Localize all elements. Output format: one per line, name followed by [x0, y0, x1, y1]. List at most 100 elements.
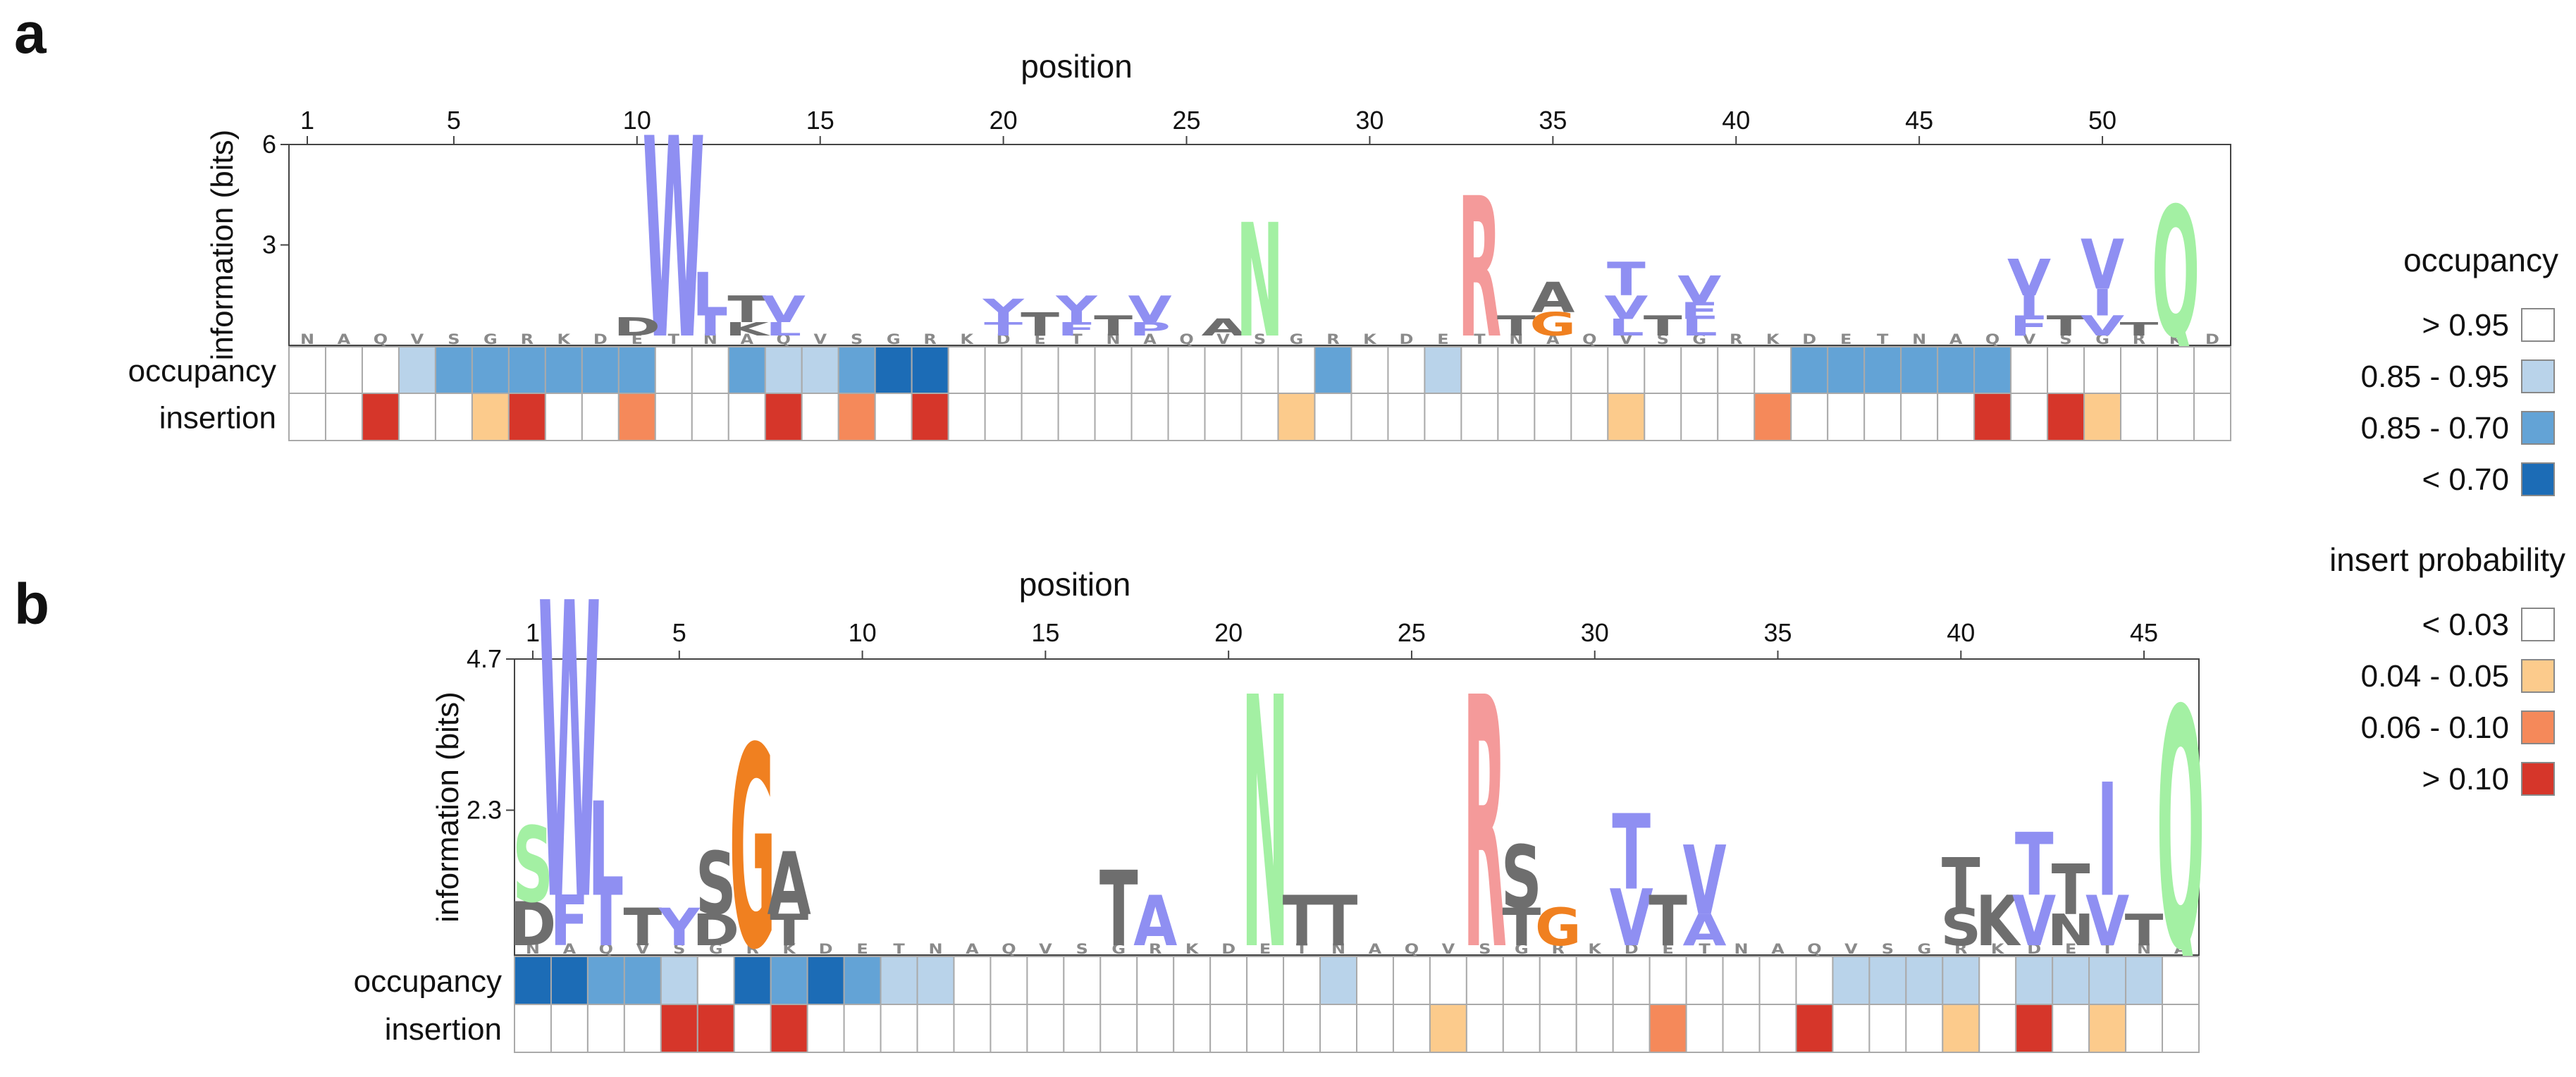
- minor-logo-letter: S: [851, 332, 863, 347]
- insertion-cell: [1648, 1004, 1687, 1053]
- x-tick-label: 5: [672, 618, 686, 647]
- occupancy-cell: [1173, 956, 1212, 1005]
- minor-logo-letter: A: [338, 332, 351, 347]
- minor-logo-letter: N: [1107, 332, 1121, 347]
- insertion-cell: [1900, 393, 1939, 441]
- occupancy-cell: [947, 346, 986, 394]
- occupancy-cell: [1026, 956, 1065, 1005]
- insert-legend-swatch: [2521, 710, 2555, 744]
- logo-letter: P: [1129, 319, 1171, 340]
- insert-legend-swatch: [2521, 608, 2555, 641]
- occupancy-cell: [1204, 346, 1243, 394]
- minor-logo-letter: G: [483, 332, 498, 347]
- minor-logo-letter: N: [1331, 942, 1345, 957]
- logo-letter: A: [1531, 274, 1575, 322]
- logo-letter: T: [1497, 310, 1536, 343]
- legend: occupancy > 0.95 0.85 - 0.95 0.85 - 0.70 < 0…: [2329, 242, 2565, 796]
- insertion-cell: [1680, 393, 1719, 441]
- insertion-cell: [984, 393, 1023, 441]
- minor-logo-letter: N: [300, 332, 314, 347]
- occupancy-cell: [2088, 956, 2127, 1005]
- minor-logo-letter: V: [1039, 942, 1052, 957]
- insertion-cell: [1173, 1004, 1212, 1053]
- minor-logo-letter: G: [887, 332, 901, 347]
- insertion-cell: [1246, 1004, 1285, 1053]
- insertion-cell: [2088, 1004, 2127, 1053]
- y-axis-label: information (bits): [205, 130, 240, 361]
- insertion-cell: [953, 1004, 992, 1053]
- occupancy-cell: [1350, 346, 1389, 394]
- logo-letter: E: [1680, 298, 1719, 325]
- occupancy-cell: [2010, 346, 2049, 394]
- logo-letter: T: [623, 898, 662, 958]
- minor-logo-letter: G: [1515, 942, 1529, 957]
- insert-legend-title: insert probability: [2329, 541, 2565, 578]
- x-tick-label: 1: [300, 106, 314, 135]
- insertion-cell: [1063, 1004, 1102, 1053]
- occupancy-cell: [507, 346, 546, 394]
- minor-logo-letter: T: [1474, 332, 1486, 347]
- x-tick-label: 15: [1031, 618, 1059, 647]
- logo-letter: N: [2047, 905, 2095, 955]
- occupancy-row-label: occupancy: [128, 354, 276, 388]
- insertion-cell: [1685, 1004, 1724, 1053]
- minor-logo-letter: E: [1662, 942, 1673, 957]
- minor-logo-letter: S: [1657, 332, 1669, 347]
- insertion-cell: [727, 393, 766, 441]
- logo-letter: N: [1236, 192, 1283, 374]
- occupancy-cell: [1868, 956, 1907, 1005]
- minor-logo-letter: K: [1588, 942, 1602, 957]
- insert-legend-swatch: [2521, 762, 2555, 796]
- insertion-cell: [911, 393, 949, 441]
- minor-logo-letter: R: [1730, 332, 1743, 347]
- logo-letter: T: [727, 288, 766, 331]
- occupancy-cell: [660, 956, 698, 1005]
- insertion-cell: [617, 393, 656, 441]
- occupancy-cell: [617, 346, 656, 394]
- insertion-cell: [1863, 393, 1902, 441]
- minor-logo-letter: T: [1071, 332, 1083, 347]
- minor-logo-letter: R: [521, 332, 534, 347]
- occupancy-cell: [1685, 956, 1724, 1005]
- minor-logo-letter: K: [782, 942, 796, 957]
- insertion-cell: [1424, 393, 1462, 441]
- minor-logo-letter: G: [709, 942, 723, 957]
- occupancy-cell: [733, 956, 772, 1005]
- minor-logo-letter: N: [928, 942, 942, 957]
- logo-letter: I: [2097, 751, 2118, 932]
- minor-logo-letter: K: [1363, 332, 1377, 347]
- logo-letter: V: [2085, 882, 2129, 962]
- minor-logo-letter: D: [819, 942, 833, 957]
- occupancy-cell: [1575, 956, 1614, 1005]
- insertion-cell: [1209, 1004, 1248, 1053]
- occupancy-cell: [1570, 346, 1609, 394]
- logo-letter: L: [588, 775, 624, 926]
- occupancy-cell: [691, 346, 729, 394]
- logo-letter: V: [1683, 826, 1727, 937]
- logo-letter: K: [1976, 882, 2021, 962]
- x-tick-label: 20: [990, 106, 1018, 135]
- occupancy-cell: [696, 956, 735, 1005]
- minor-logo-letter: T: [2102, 942, 2114, 957]
- minor-logo-letter: T: [1877, 332, 1889, 347]
- insertion-cell: [1905, 1004, 1944, 1053]
- occupancy-cell: [1832, 956, 1871, 1005]
- occupancy-cell: [2083, 346, 2122, 394]
- logo-letter: T: [1021, 306, 1059, 343]
- occupancy-cell: [764, 346, 803, 394]
- logo-letter: L: [1682, 314, 1718, 341]
- logo-letter: S: [1501, 828, 1542, 928]
- x-tick-label: 20: [1214, 618, 1243, 647]
- y-tick-label: 6: [262, 130, 276, 159]
- occupancy-cell: [1429, 956, 1467, 1005]
- logo-letter: F: [1057, 319, 1096, 340]
- occupancy-cell: [1130, 346, 1169, 394]
- insertion-cell: [1832, 1004, 1871, 1053]
- logo-letter: S: [512, 805, 553, 925]
- minor-logo-letter: Q: [1405, 942, 1419, 957]
- minor-logo-letter: K: [1991, 942, 2005, 957]
- insertion-cell: [1057, 393, 1096, 441]
- occupancy-cell: [2157, 346, 2195, 394]
- minor-logo-letter: S: [1254, 332, 1266, 347]
